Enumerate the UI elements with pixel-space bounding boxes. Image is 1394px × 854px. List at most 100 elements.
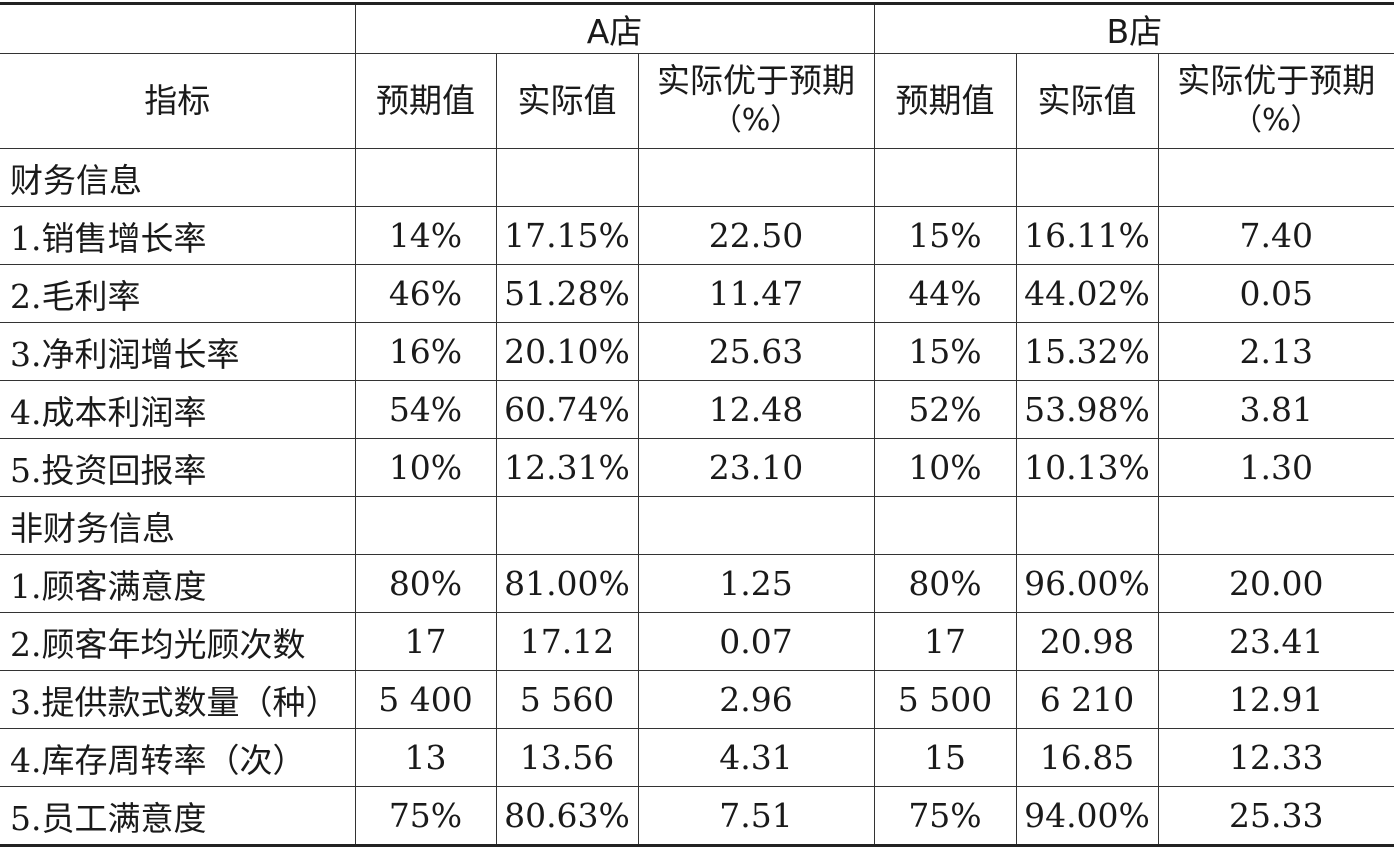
b-actual-cell	[1015, 148, 1159, 207]
b-expected-cell: 10%	[873, 438, 1017, 497]
row-label: 1.顾客满意度	[0, 554, 356, 613]
b-better-cell: 0.05	[1157, 264, 1394, 323]
table-row: 2.毛利率 46% 51.28% 11.47 44% 44.02% 0.05	[0, 264, 1394, 323]
column-header-row: 指标 预期值 实际值 实际优于预期 （%） 预期值 实际值 实际优于预期 （%）	[0, 53, 1394, 149]
row-label: 非财务信息	[0, 496, 356, 555]
row-label: 3.净利润增长率	[0, 322, 356, 381]
b-expected-cell: 52%	[873, 380, 1017, 439]
b-better-cell	[1157, 148, 1394, 207]
a-better-cell: 7.51	[637, 786, 875, 846]
a-actual-cell: 17.15%	[495, 206, 639, 265]
b-actual-cell: 53.98%	[1015, 380, 1159, 439]
b-actual-cell: 16.85	[1015, 728, 1159, 787]
row-label: 4.成本利润率	[0, 380, 356, 439]
a-expected-cell: 16%	[354, 322, 497, 381]
a-better-cell: 0.07	[637, 612, 875, 671]
b-better-cell: 12.91	[1157, 670, 1394, 729]
row-label: 财务信息	[0, 148, 356, 207]
a-actual-cell: 51.28%	[495, 264, 639, 323]
a-better-cell: 25.63	[637, 322, 875, 381]
b-expected-cell: 44%	[873, 264, 1017, 323]
a-better-cell: 1.25	[637, 554, 875, 613]
blank-corner-cell	[0, 3, 356, 54]
b-expected-cell	[873, 496, 1017, 555]
a-better-cell	[637, 496, 875, 555]
b-expected-cell: 15%	[873, 206, 1017, 265]
b-actual-cell: 15.32%	[1015, 322, 1159, 381]
b-better-cell	[1157, 496, 1394, 555]
b-expected-cell: 15%	[873, 322, 1017, 381]
a-expected-cell	[354, 148, 497, 207]
table-row: 财务信息	[0, 148, 1394, 207]
a-expected-cell: 75%	[354, 786, 497, 846]
row-label: 4.库存周转率（次）	[0, 728, 356, 787]
b-better-header: 实际优于预期 （%）	[1157, 53, 1394, 149]
b-better-cell: 12.33	[1157, 728, 1394, 787]
a-actual-cell: 20.10%	[495, 322, 639, 381]
store-a-header: A店	[354, 3, 875, 54]
b-actual-cell: 44.02%	[1015, 264, 1159, 323]
table-row: 2.顾客年均光顾次数 17 17.12 0.07 17 20.98 23.41	[0, 612, 1394, 671]
b-actual-cell: 16.11%	[1015, 206, 1159, 265]
b-better-cell: 3.81	[1157, 380, 1394, 439]
a-actual-cell: 17.12	[495, 612, 639, 671]
a-better-cell	[637, 148, 875, 207]
a-better-cell: 12.48	[637, 380, 875, 439]
table-body: 财务信息 1.销售增长率 14% 17.15% 22.50 15% 16.11%…	[0, 148, 1394, 846]
indicator-header: 指标	[0, 53, 356, 149]
b-actual-header: 实际值	[1015, 53, 1159, 149]
a-actual-header: 实际值	[495, 53, 639, 149]
a-actual-cell: 5 560	[495, 670, 639, 729]
table-row: 4.库存周转率（次） 13 13.56 4.31 15 16.85 12.33	[0, 728, 1394, 787]
row-label: 2.顾客年均光顾次数	[0, 612, 356, 671]
b-expected-cell: 75%	[873, 786, 1017, 846]
b-actual-cell: 20.98	[1015, 612, 1159, 671]
a-actual-cell: 60.74%	[495, 380, 639, 439]
b-expected-cell: 17	[873, 612, 1017, 671]
row-label: 5.员工满意度	[0, 786, 356, 846]
table-row: 非财务信息	[0, 496, 1394, 555]
row-label: 2.毛利率	[0, 264, 356, 323]
a-expected-cell: 14%	[354, 206, 497, 265]
row-label: 5.投资回报率	[0, 438, 356, 497]
a-expected-cell: 17	[354, 612, 497, 671]
b-better-cell: 1.30	[1157, 438, 1394, 497]
a-expected-cell: 46%	[354, 264, 497, 323]
a-better-cell: 22.50	[637, 206, 875, 265]
b-better-header-text: 实际优于预期	[1177, 61, 1376, 100]
a-expected-cell: 10%	[354, 438, 497, 497]
b-better-cell: 7.40	[1157, 206, 1394, 265]
table-row: 1.顾客满意度 80% 81.00% 1.25 80% 96.00% 20.00	[0, 554, 1394, 613]
a-better-header-unit: （%）	[711, 103, 801, 138]
b-better-cell: 2.13	[1157, 322, 1394, 381]
a-expected-cell: 5 400	[354, 670, 497, 729]
a-better-header: 实际优于预期 （%）	[637, 53, 875, 149]
b-actual-cell	[1015, 496, 1159, 555]
a-better-cell: 2.96	[637, 670, 875, 729]
a-expected-cell: 80%	[354, 554, 497, 613]
b-actual-cell: 94.00%	[1015, 786, 1159, 846]
a-actual-cell	[495, 148, 639, 207]
a-expected-cell: 54%	[354, 380, 497, 439]
b-expected-header: 预期值	[873, 53, 1017, 149]
b-actual-cell: 96.00%	[1015, 554, 1159, 613]
b-actual-cell: 6 210	[1015, 670, 1159, 729]
a-actual-cell	[495, 496, 639, 555]
a-better-header-text: 实际优于预期	[657, 61, 855, 100]
table-row: 5.员工满意度 75% 80.63% 7.51 75% 94.00% 25.33	[0, 786, 1394, 846]
a-actual-cell: 13.56	[495, 728, 639, 787]
b-expected-cell: 5 500	[873, 670, 1017, 729]
a-expected-cell	[354, 496, 497, 555]
a-expected-header: 预期值	[354, 53, 497, 149]
b-better-cell: 23.41	[1157, 612, 1394, 671]
a-better-cell: 23.10	[637, 438, 875, 497]
b-actual-cell: 10.13%	[1015, 438, 1159, 497]
row-label: 1.销售增长率	[0, 206, 356, 265]
a-expected-cell: 13	[354, 728, 497, 787]
b-expected-cell: 80%	[873, 554, 1017, 613]
a-better-cell: 4.31	[637, 728, 875, 787]
b-expected-cell	[873, 148, 1017, 207]
b-better-cell: 25.33	[1157, 786, 1394, 846]
table-row: 5.投资回报率 10% 12.31% 23.10 10% 10.13% 1.30	[0, 438, 1394, 497]
